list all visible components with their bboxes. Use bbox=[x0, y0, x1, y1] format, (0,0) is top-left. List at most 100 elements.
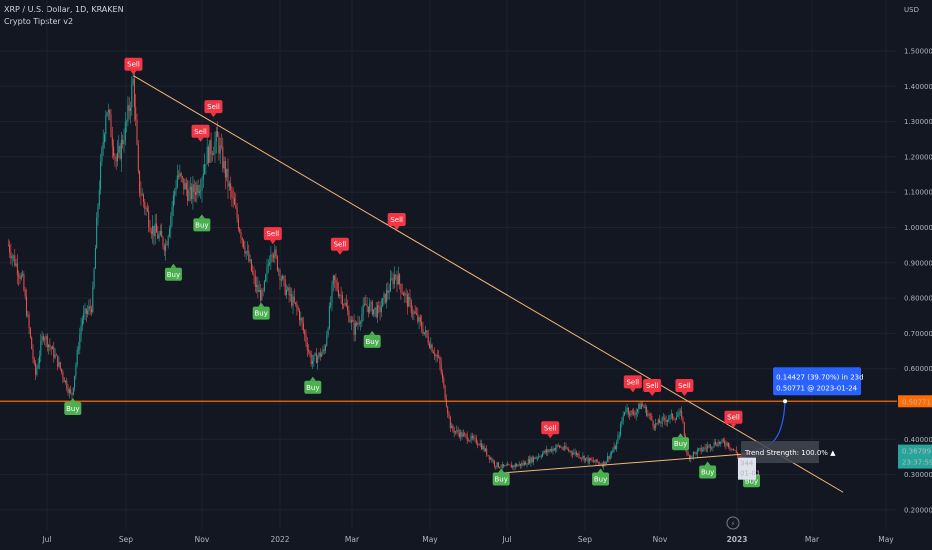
candle-body bbox=[565, 445, 567, 449]
buy-signal-label: Buy bbox=[494, 476, 507, 484]
candle-body bbox=[233, 198, 235, 205]
candle-body bbox=[443, 378, 445, 386]
candle-body bbox=[230, 183, 232, 190]
candle-body bbox=[517, 465, 519, 467]
candle-body bbox=[508, 464, 510, 465]
candle-body bbox=[577, 453, 579, 456]
candle-body bbox=[84, 308, 86, 314]
candle-body bbox=[353, 321, 355, 335]
candle-body bbox=[538, 456, 540, 458]
trend-strength-label: Trend Strength: 100.0% ▲ bbox=[744, 449, 836, 457]
candle-body bbox=[621, 420, 623, 424]
time-axis[interactable] bbox=[0, 530, 932, 550]
candle-body bbox=[635, 411, 637, 416]
candle-body bbox=[562, 448, 564, 450]
sell-signal-label: Sell bbox=[390, 216, 403, 224]
candle-body bbox=[633, 412, 635, 415]
candle-body bbox=[573, 452, 575, 455]
buy-signal: Buy bbox=[699, 461, 717, 479]
candle-body bbox=[679, 411, 681, 412]
candle-body bbox=[80, 325, 82, 335]
sell-signal-pointer bbox=[197, 137, 204, 142]
candle-body bbox=[544, 450, 546, 453]
candle-body bbox=[219, 145, 221, 154]
x-tick-label: May bbox=[878, 535, 894, 544]
buy-signal-pointer bbox=[369, 330, 376, 335]
candle-body bbox=[362, 304, 364, 314]
candle-body bbox=[473, 437, 475, 438]
candle-body bbox=[574, 451, 576, 453]
candle-body bbox=[395, 274, 397, 277]
sell-signal-box bbox=[623, 375, 642, 389]
x-tick-label: Mar bbox=[345, 535, 360, 544]
candle-body bbox=[375, 307, 377, 317]
candle-body bbox=[319, 352, 321, 357]
candle-body bbox=[44, 339, 46, 341]
candle-body bbox=[595, 459, 597, 463]
sell-signal-box bbox=[330, 237, 349, 251]
sell-signal-box bbox=[204, 100, 223, 114]
candle-body bbox=[226, 168, 228, 178]
candle-body bbox=[249, 259, 251, 262]
candle-body bbox=[569, 450, 571, 452]
candle-body bbox=[727, 442, 729, 447]
candle-body bbox=[464, 433, 466, 435]
candle-body bbox=[449, 416, 451, 429]
candle-body bbox=[145, 208, 147, 210]
candle-body bbox=[599, 462, 601, 465]
candle-body bbox=[276, 256, 278, 271]
candle-body bbox=[66, 380, 68, 389]
candle-body bbox=[699, 447, 701, 449]
y-tick-label: 1.20000 bbox=[904, 153, 932, 161]
candle-body bbox=[534, 457, 536, 459]
sell-signal-label: Sell bbox=[678, 382, 691, 390]
buy-signal: Buy bbox=[672, 433, 690, 451]
candle-body bbox=[38, 355, 40, 364]
candle-body bbox=[153, 225, 155, 237]
candle-body bbox=[657, 419, 659, 424]
candle-body bbox=[45, 336, 47, 340]
candle-body bbox=[165, 244, 167, 251]
candle-body bbox=[309, 351, 311, 355]
candle-body bbox=[357, 322, 359, 325]
candle-body bbox=[423, 332, 425, 335]
candle-body bbox=[607, 456, 609, 462]
candle-body bbox=[339, 294, 341, 296]
candle-body bbox=[397, 274, 399, 285]
candle-body bbox=[46, 336, 48, 348]
sell-signal: Sell bbox=[330, 237, 349, 255]
candle-body bbox=[111, 136, 113, 147]
candle-body bbox=[88, 306, 90, 311]
candle-body bbox=[525, 462, 527, 465]
candle-body bbox=[555, 447, 557, 451]
candle-body bbox=[12, 255, 14, 257]
candle-body bbox=[54, 354, 56, 358]
candle-body bbox=[413, 311, 415, 314]
candle-body bbox=[14, 255, 16, 266]
x-tick-label: Nov bbox=[653, 535, 668, 544]
candle-body bbox=[28, 314, 30, 328]
candle-body bbox=[269, 262, 271, 265]
sell-signal: Sell bbox=[541, 421, 560, 439]
candle-body bbox=[532, 457, 534, 463]
candle-body bbox=[348, 310, 350, 322]
candle-body bbox=[536, 457, 538, 459]
candle-body bbox=[482, 445, 484, 450]
candle-body bbox=[560, 447, 562, 448]
candle-body bbox=[228, 183, 230, 187]
candle-body bbox=[516, 464, 518, 467]
overlays: 0.14427 (39.70%) in 23d 0.50771 @ 2023-01… bbox=[726, 367, 864, 530]
candle-body bbox=[135, 106, 137, 120]
candle-body bbox=[253, 273, 255, 276]
candle-body bbox=[275, 249, 277, 257]
candle-body bbox=[41, 336, 43, 341]
candle-body bbox=[106, 112, 108, 117]
candle-body bbox=[510, 464, 512, 468]
candle-body bbox=[383, 293, 385, 299]
candle-body bbox=[79, 334, 81, 349]
candle-body bbox=[376, 305, 378, 317]
candle-body bbox=[124, 122, 126, 142]
candle-body bbox=[665, 420, 667, 422]
candle-body bbox=[157, 232, 159, 239]
